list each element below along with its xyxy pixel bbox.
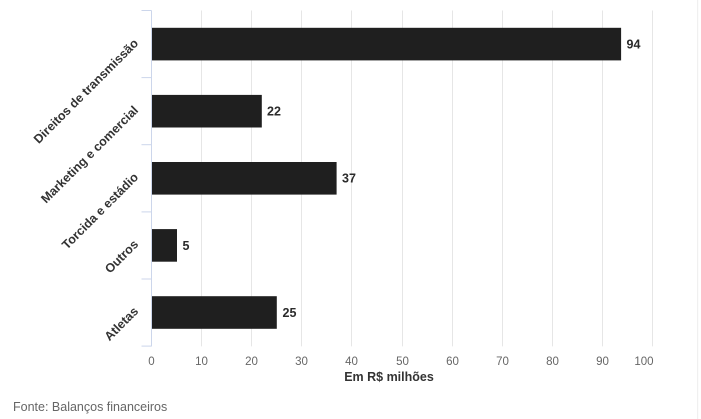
svg-text:20: 20	[245, 356, 258, 368]
svg-text:60: 60	[446, 356, 459, 368]
svg-text:Fonte: Balanços financeiros: Fonte: Balanços financeiros	[13, 400, 167, 414]
svg-text:37: 37	[342, 172, 356, 186]
svg-text:5: 5	[183, 239, 190, 253]
svg-text:50: 50	[396, 356, 409, 368]
svg-text:94: 94	[627, 38, 641, 52]
svg-text:Em R$ milhões: Em R$ milhões	[344, 370, 434, 384]
svg-text:0: 0	[148, 356, 154, 368]
svg-text:40: 40	[345, 356, 358, 368]
svg-text:70: 70	[496, 356, 509, 368]
svg-text:22: 22	[267, 105, 281, 119]
svg-text:25: 25	[283, 306, 297, 320]
svg-text:100: 100	[634, 356, 653, 368]
svg-text:80: 80	[546, 356, 559, 368]
svg-text:30: 30	[295, 356, 308, 368]
svg-text:90: 90	[596, 356, 609, 368]
svg-text:10: 10	[195, 356, 208, 368]
